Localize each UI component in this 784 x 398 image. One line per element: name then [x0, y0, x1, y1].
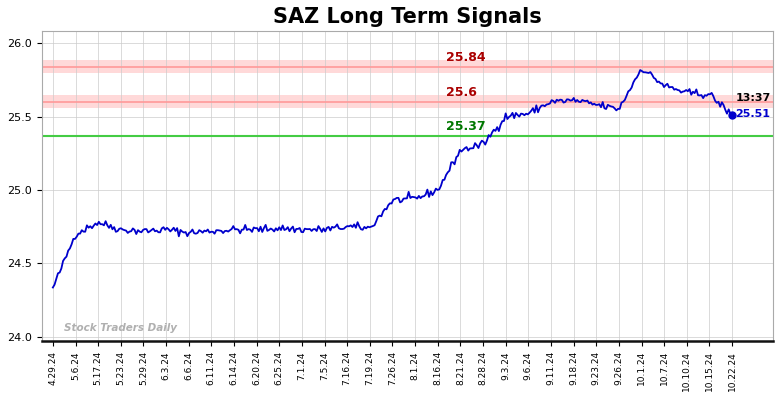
- Text: 13:37: 13:37: [735, 93, 771, 103]
- Text: 25.37: 25.37: [446, 120, 485, 133]
- Text: 25.84: 25.84: [446, 51, 485, 64]
- Title: SAZ Long Term Signals: SAZ Long Term Signals: [273, 7, 542, 27]
- Point: [726, 112, 739, 118]
- Text: 25.51: 25.51: [735, 109, 771, 119]
- Bar: [42, 95, 773, 108]
- Text: Stock Traders Daily: Stock Traders Daily: [64, 323, 177, 333]
- Text: 25.6: 25.6: [446, 86, 477, 99]
- Bar: [42, 60, 773, 73]
